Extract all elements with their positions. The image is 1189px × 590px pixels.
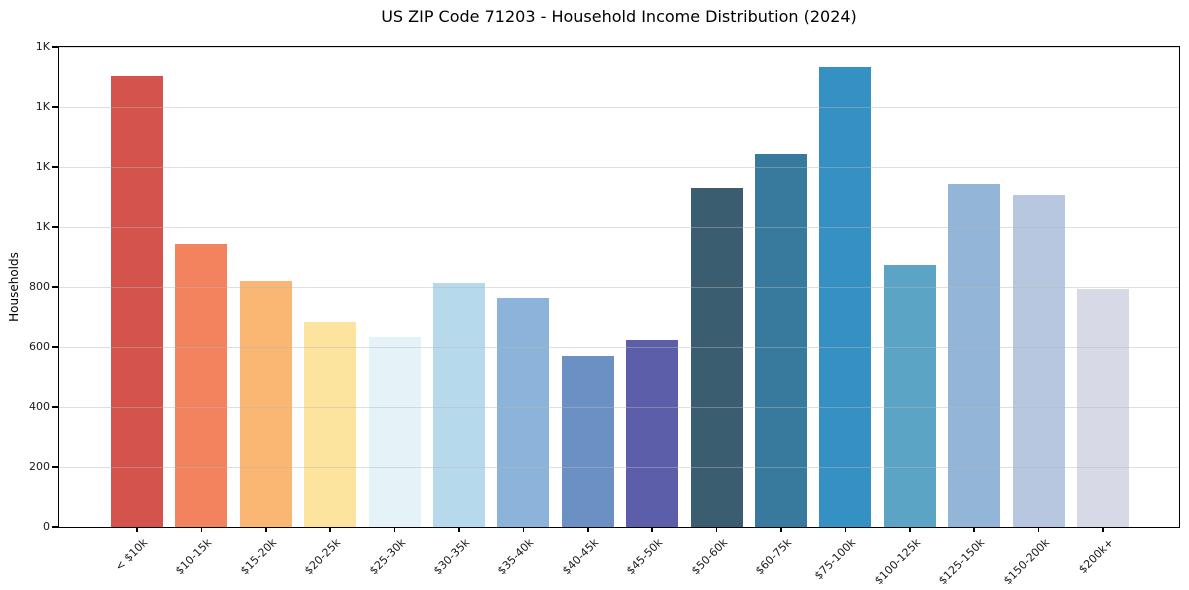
y-tick-label: 1K [35,40,50,53]
gridline [59,406,1179,408]
y-tick-label: 1K [35,220,50,233]
bars-layer [59,47,1179,527]
y-tick-mark [52,346,58,348]
y-tick-mark [52,226,58,228]
gridline [59,226,1179,228]
x-tick-label: $150-200k [1000,536,1052,588]
grid-layer [59,46,1179,527]
x-tick-mark [329,527,331,532]
x-tick-label: $25-30k [366,536,408,578]
bar [948,184,1001,527]
gridline [59,346,1179,348]
y-tick-mark [52,286,58,288]
y-tick-mark [52,466,58,468]
gridline [59,286,1179,288]
bar [111,76,163,527]
x-tick-mark [1037,527,1040,532]
x-tick-mark [265,527,267,532]
x-tick-label: $100-125k [871,536,923,588]
x-tick-mark [715,527,718,532]
y-tick-mark [52,526,58,528]
y-tick-label: 600 [29,340,50,353]
x-tick-mark [1102,527,1104,532]
bar [561,356,614,527]
x-tick-label: $30-35k [430,536,473,578]
bar [368,337,421,527]
bar [883,264,936,527]
x-tick-label: $60-75k [752,536,795,578]
bar [433,282,485,527]
x-tick-label: $125-150k [936,536,988,588]
x-tick-label: $75-100k [812,536,859,583]
y-tick-label: 1K [35,100,50,113]
y-tick-mark [52,406,58,408]
bar [626,339,679,527]
x-tick-mark [458,527,460,532]
bar [819,67,872,527]
gridline [59,466,1179,468]
x-tick-label: $50-60k [688,536,730,578]
bar [497,297,550,527]
y-tick-mark [52,46,58,48]
x-tick-mark [587,527,589,532]
x-tick-mark [973,527,975,532]
x-tick-label: < $10k [112,536,151,574]
x-tick-label: $45-50k [624,536,666,578]
x-tick-mark [844,527,847,532]
x-tick-mark [522,527,525,532]
y-tick-label: 400 [29,400,50,413]
bar [1012,195,1065,527]
gridline [59,46,1179,48]
y-tick-label: 1K [35,160,50,173]
bar [755,154,807,527]
y-tick-label: 200 [29,460,50,473]
x-tick-label: $35-40k [495,536,537,578]
x-tick-mark [136,527,138,532]
x-tick-label: $20-25k [302,536,344,578]
y-tick-label: 0 [43,520,50,533]
x-tick-label: $200k+ [1076,536,1117,577]
x-tick-label: $40-45k [559,536,601,578]
x-tick-mark [780,527,782,532]
plot-area [59,46,1179,527]
bar [239,281,292,527]
x-tick-mark [200,527,203,532]
x-tick-mark [909,527,911,532]
y-tick-label: 800 [29,280,50,293]
x-tick-label: $10-15k [173,536,215,578]
y-tick-mark [52,166,58,168]
x-tick-label: $15-20k [237,536,279,578]
x-tick-mark [393,527,396,532]
gridline [59,106,1179,108]
bar [304,322,357,527]
bar [690,188,743,527]
y-tick-mark [52,106,58,108]
gridline [59,166,1179,168]
x-tick-mark [651,527,653,532]
bar [1077,289,1129,527]
chart-title: US ZIP Code 71203 - Household Income Dis… [381,7,857,26]
bar [175,244,228,527]
